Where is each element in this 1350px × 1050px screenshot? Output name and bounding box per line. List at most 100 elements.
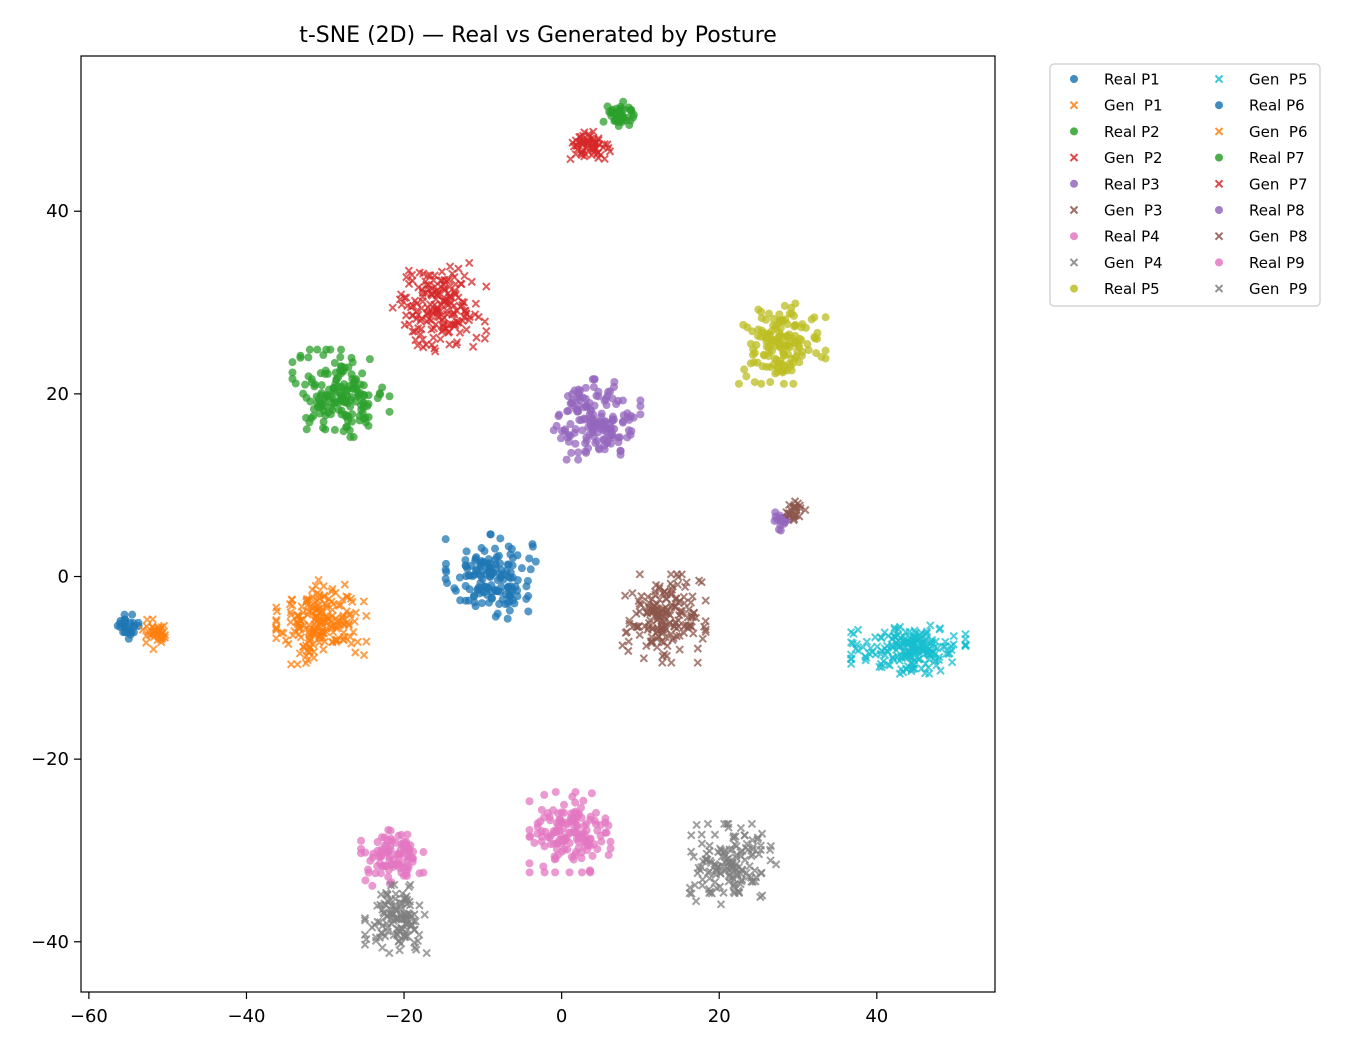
data-point	[427, 284, 437, 293]
legend-item: Real P9	[1215, 254, 1305, 272]
data-point	[677, 606, 686, 616]
data-point	[425, 271, 435, 280]
data-point	[287, 595, 297, 605]
data-point	[731, 832, 740, 841]
data-point	[311, 611, 321, 621]
data-point	[846, 659, 856, 669]
data-point	[732, 841, 741, 851]
data-point	[371, 936, 381, 946]
legend-marker	[1215, 258, 1223, 267]
data-point	[360, 391, 369, 400]
series-real-p4	[525, 788, 615, 877]
data-point	[871, 650, 880, 659]
data-point	[748, 327, 757, 336]
data-point	[306, 397, 315, 406]
data-point	[748, 845, 758, 854]
data-point	[536, 817, 545, 826]
data-point	[288, 368, 297, 377]
series-real-p3	[549, 375, 645, 464]
data-point	[586, 841, 595, 850]
data-point	[767, 327, 776, 336]
data-point	[496, 559, 505, 568]
data-point	[592, 144, 601, 153]
data-point	[344, 412, 353, 421]
data-point	[396, 290, 406, 299]
data-point	[757, 379, 766, 388]
data-point	[480, 317, 490, 326]
data-point	[540, 790, 549, 799]
data-point	[624, 637, 633, 646]
data-point	[771, 508, 780, 517]
data-point	[703, 819, 713, 829]
data-point	[620, 591, 630, 600]
data-point	[346, 402, 355, 411]
data-point	[358, 369, 367, 378]
data-point	[302, 413, 311, 422]
data-point	[508, 554, 517, 563]
data-point	[813, 334, 822, 343]
data-point	[679, 592, 689, 602]
data-point	[491, 544, 500, 553]
data-point	[400, 320, 409, 330]
data-point	[455, 328, 465, 337]
data-point	[632, 623, 642, 632]
data-point	[329, 599, 338, 609]
data-point	[129, 619, 138, 628]
data-point	[443, 289, 453, 298]
data-point	[525, 554, 534, 563]
x-tick-label: 20	[708, 1006, 731, 1027]
data-point	[286, 660, 296, 669]
data-point	[712, 883, 721, 893]
data-point	[349, 627, 358, 637]
data-point	[417, 314, 426, 324]
data-point	[690, 880, 700, 890]
data-point	[361, 848, 370, 857]
data-point	[307, 378, 316, 387]
data-point	[766, 378, 775, 387]
data-point	[684, 605, 694, 614]
data-point	[579, 137, 589, 146]
data-point	[319, 417, 328, 426]
data-point	[582, 826, 591, 835]
series-real-p5	[734, 299, 830, 388]
data-point	[347, 370, 356, 379]
data-point	[317, 389, 326, 398]
data-point	[653, 632, 663, 641]
data-point	[423, 310, 432, 319]
data-point	[336, 353, 345, 362]
legend-marker	[1214, 284, 1224, 293]
data-point	[461, 561, 470, 570]
data-point	[288, 358, 297, 367]
data-point	[903, 639, 913, 648]
data-point	[580, 152, 589, 161]
data-point	[618, 641, 627, 650]
data-point	[600, 445, 609, 454]
data-point	[322, 345, 331, 354]
legend-marker	[1215, 206, 1223, 214]
data-point	[764, 309, 773, 318]
data-point	[505, 606, 514, 615]
data-point	[672, 570, 682, 579]
data-point	[142, 622, 151, 631]
data-point	[570, 428, 579, 437]
data-point	[319, 592, 329, 602]
legend-marker	[1215, 153, 1223, 162]
data-point	[337, 362, 346, 371]
data-point	[924, 669, 934, 678]
data-point	[742, 839, 752, 849]
data-point	[403, 830, 412, 839]
data-point	[360, 930, 370, 939]
data-point	[666, 579, 675, 588]
data-point	[347, 396, 356, 405]
data-point	[606, 387, 615, 396]
data-point	[517, 564, 526, 573]
data-point	[451, 340, 461, 349]
data-point	[380, 861, 389, 870]
data-point	[305, 626, 314, 636]
data-point	[574, 448, 583, 457]
data-point	[593, 845, 602, 854]
data-point	[272, 634, 281, 643]
data-point	[756, 869, 766, 878]
data-point	[523, 576, 532, 585]
data-point	[549, 426, 558, 435]
